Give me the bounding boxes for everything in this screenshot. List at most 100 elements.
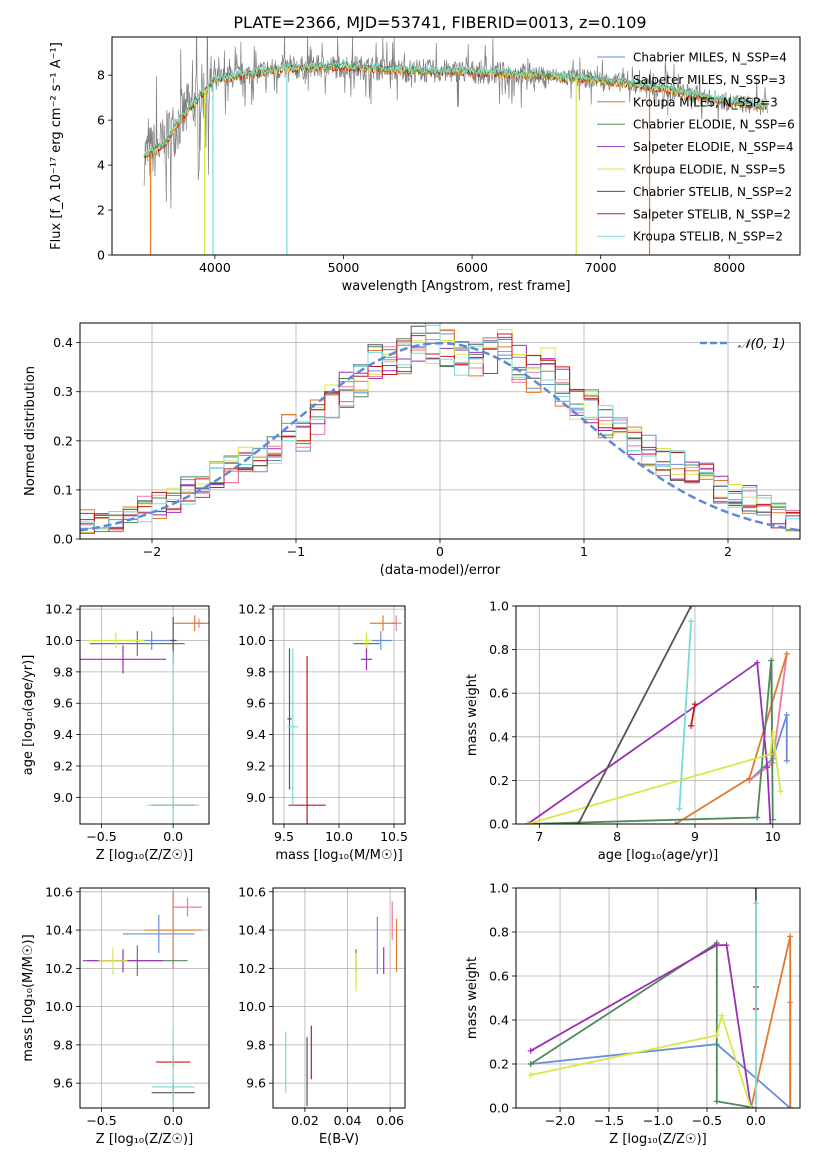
plot-area xyxy=(80,615,209,824)
y-axis-label: mass weight xyxy=(465,957,480,1039)
x-axis-label: mass [log₁₀(M/M☉)] xyxy=(275,848,402,863)
y-tick-label: 0.8 xyxy=(489,925,509,940)
axes-frame xyxy=(272,605,406,825)
y-tick-label: 2 xyxy=(97,203,105,218)
y-tick-label: 0.0 xyxy=(53,532,73,547)
x-tick-label: 10.0 xyxy=(325,829,353,844)
y-tick-label: 1.0 xyxy=(489,881,509,896)
data-point xyxy=(787,1105,794,1108)
data-point xyxy=(777,788,784,795)
legend-label: Kroupa MILES, N_SSP=3 xyxy=(633,95,778,109)
series-salpeter_elodie xyxy=(527,661,772,824)
data-point xyxy=(752,1105,759,1108)
plot-area xyxy=(524,606,790,824)
x-tick-label: 2 xyxy=(724,544,732,559)
panel-age_vs_mass: 9.5 10.0 10.5 9.0 9.2 9.4 9.6 9.8 10.0 10.2 mass [… xyxy=(238,602,408,863)
y-axis-label: mass [log₁₀(M/M☉)] xyxy=(21,934,36,1061)
y-tick-label: 4 xyxy=(97,158,105,173)
data-point xyxy=(575,821,582,824)
y-tick-label: 9.6 xyxy=(53,696,73,711)
y-tick-label: 0.2 xyxy=(489,1057,509,1072)
x-tick-label: 6000 xyxy=(456,260,488,275)
legend-label: Kroupa STELIB, N_SSP=2 xyxy=(633,230,783,244)
y-tick-label: 9.6 xyxy=(53,1076,73,1091)
legend-label: Salpeter ELODIE, N_SSP=4 xyxy=(633,140,794,154)
y-tick-label: 10.0 xyxy=(45,999,73,1014)
y-axis-label: Flux [f_λ 10⁻¹⁷ erg cm⁻² s⁻¹ A⁻¹] xyxy=(49,42,64,250)
data-point xyxy=(672,821,679,824)
legend-label: Salpeter STELIB, N_SSP=2 xyxy=(633,207,791,221)
data-point xyxy=(754,659,761,666)
y-tick-label: 10.2 xyxy=(238,602,266,617)
x-axis-label: Z [log₁₀(Z/Z☉)] xyxy=(96,1132,193,1147)
y-tick-label: 0.4 xyxy=(53,335,73,350)
x-tick-label: 9 xyxy=(691,829,699,844)
y-tick-label: 10.0 xyxy=(238,999,266,1014)
data-point xyxy=(691,701,698,708)
x-tick-label: 7 xyxy=(535,829,543,844)
data-point xyxy=(787,933,794,940)
x-tick-label: −1 xyxy=(287,544,305,559)
axes-frame xyxy=(79,605,210,825)
y-tick-label: 0.4 xyxy=(489,729,509,744)
y-tick-label: 10.0 xyxy=(238,633,266,648)
axes-frame xyxy=(515,605,801,825)
data-point xyxy=(754,814,761,821)
data-point xyxy=(752,888,759,891)
x-tick-label: 0.0 xyxy=(163,1113,183,1128)
x-axis-label: E(B-V) xyxy=(319,1132,359,1147)
data-point xyxy=(688,618,695,625)
grid xyxy=(516,605,800,825)
x-tick-label: 10 xyxy=(765,829,781,844)
series-chabrier_stelib xyxy=(577,606,692,824)
y-tick-label: 9.0 xyxy=(53,790,73,805)
y-tick-label: 8 xyxy=(97,68,105,83)
data-point xyxy=(748,1105,755,1108)
y-tick-label: 10.2 xyxy=(238,961,266,976)
x-tick-label: 1 xyxy=(580,544,588,559)
data-point xyxy=(676,805,683,812)
data-point xyxy=(783,650,790,657)
x-tick-label: 0.04 xyxy=(334,1113,362,1128)
series-kroupa_miles xyxy=(750,936,792,1108)
x-tick-label: −0.5 xyxy=(692,1113,722,1128)
y-axis-label: mass weight xyxy=(465,674,480,756)
data-point xyxy=(764,764,771,771)
panel-residuals: −2 −1 0 1 2 0.0 0.1 0.2 0.3 0.4 (data-model)/error… xyxy=(23,322,801,578)
x-tick-label: −1.5 xyxy=(594,1113,624,1128)
axes-frame xyxy=(79,322,801,540)
series-kroupa_elodie xyxy=(527,732,782,824)
y-tick-label: 1.0 xyxy=(489,599,509,614)
legend: 𝒩(0, 1) xyxy=(700,337,785,352)
x-tick-label: −0.5 xyxy=(86,829,116,844)
data-point xyxy=(783,712,790,718)
legend-label: Chabrier ELODIE, N_SSP=6 xyxy=(633,118,795,132)
legend-label: Kroupa ELODIE, N_SSP=5 xyxy=(633,163,786,177)
grid xyxy=(516,887,800,1109)
series-salpeter_elodie xyxy=(530,944,752,1108)
y-tick-label: 0.0 xyxy=(489,1101,509,1116)
data-point xyxy=(783,757,790,764)
x-tick-label: 0.0 xyxy=(746,1113,766,1128)
x-tick-label: 0.06 xyxy=(376,1113,404,1128)
x-tick-label: −0.5 xyxy=(86,1113,116,1128)
figure-title: PLATE=2366, MJD=53741, FIBERID=0013, z=0… xyxy=(233,13,646,32)
y-tick-label: 9.6 xyxy=(246,1076,266,1091)
x-tick-label: 8000 xyxy=(713,260,745,275)
x-tick-label: 7000 xyxy=(585,260,617,275)
x-tick-label: 10.5 xyxy=(380,829,408,844)
x-axis-label: (data-model)/error xyxy=(380,563,501,578)
y-tick-label: 0 xyxy=(97,248,105,263)
y-tick-label: 9.8 xyxy=(246,664,266,679)
x-tick-label: −2 xyxy=(143,544,161,559)
y-tick-label: 9.8 xyxy=(53,1037,73,1052)
panel-mass_vs_EBV: 0.02 0.04 0.06 9.6 9.8 10.0 10.2 10.4 10.6 E(B-V) xyxy=(238,884,406,1147)
x-tick-label: 0.02 xyxy=(291,1113,319,1128)
plot-area xyxy=(82,891,202,1108)
y-tick-label: 10.0 xyxy=(45,633,73,648)
model-spectrum-kroupa_stelib xyxy=(143,60,768,157)
y-tick-label: 10.6 xyxy=(238,884,266,899)
series-salpeter_stelib xyxy=(690,703,696,727)
y-tick-label: 6 xyxy=(97,113,105,128)
